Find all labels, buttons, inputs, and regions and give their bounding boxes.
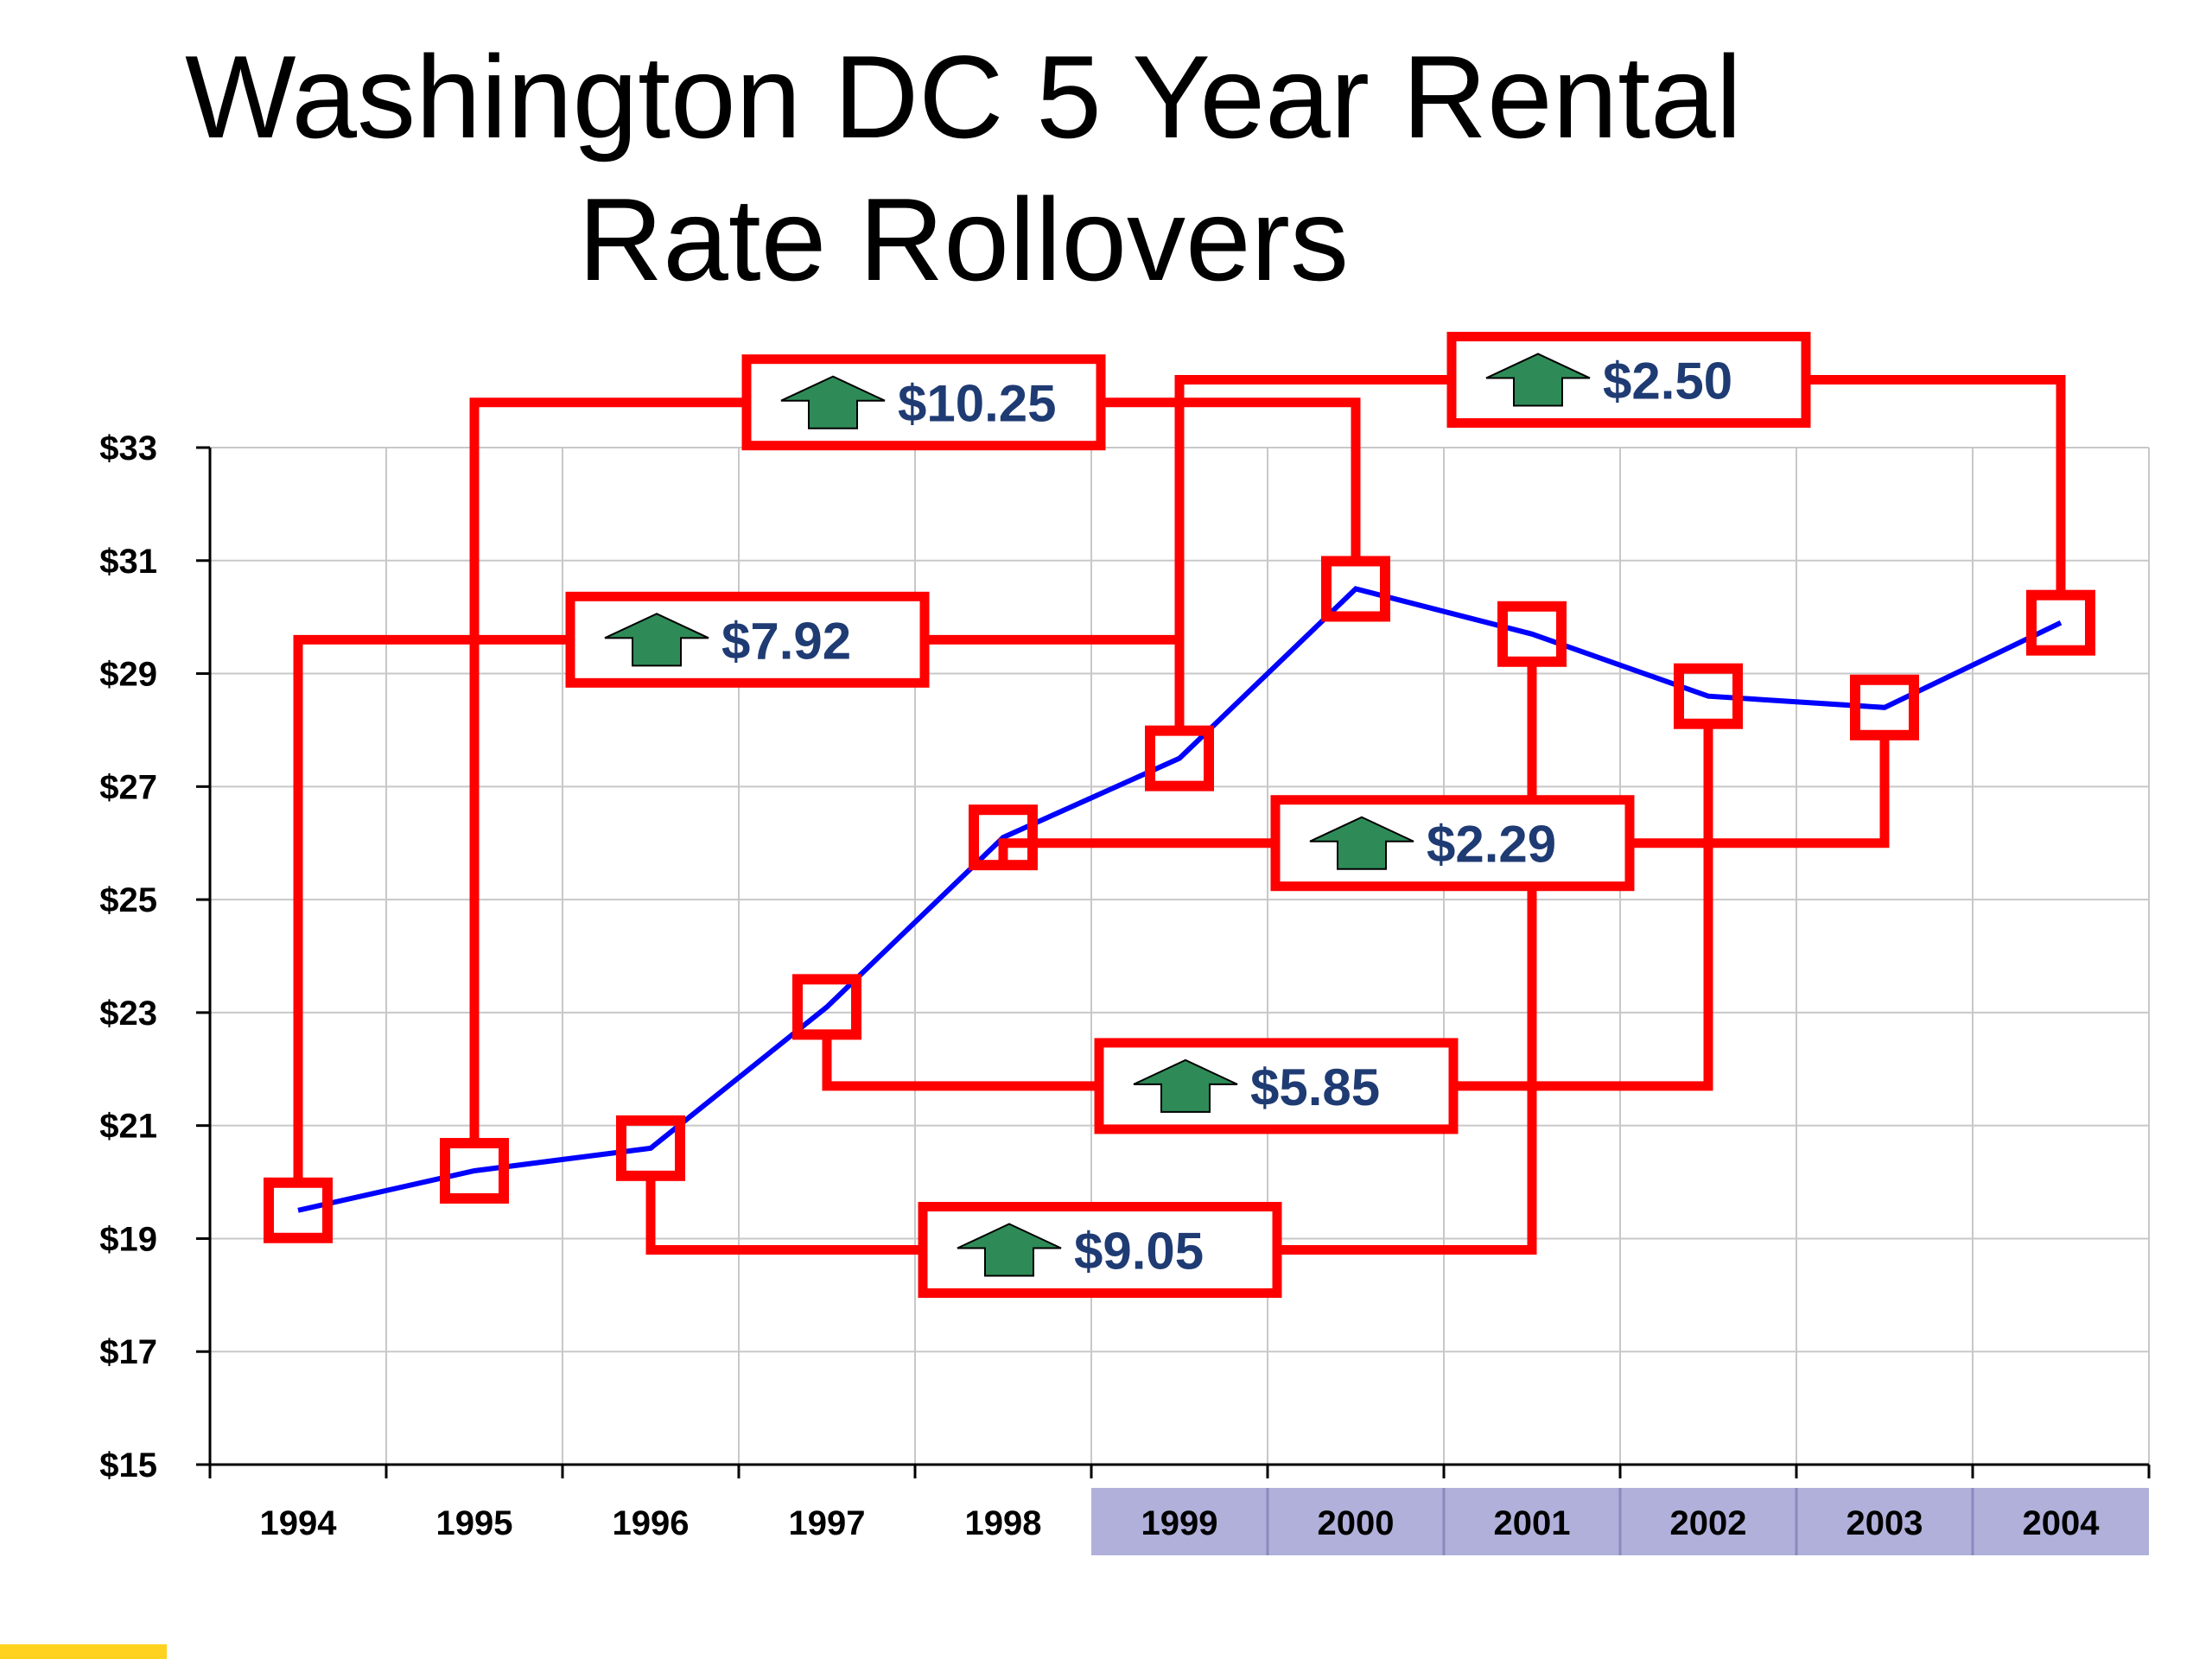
rollover-label-box: [918, 1202, 1282, 1299]
y-tick-label: $15: [99, 1446, 157, 1484]
highlight-band-group: [1091, 1488, 2149, 1555]
y-tick-label: $29: [99, 656, 157, 694]
rollover-label-box: [1270, 795, 1635, 892]
y-tick-label: $27: [99, 768, 157, 806]
rollover-label-box: [1094, 1038, 1459, 1135]
x-tick-label: 1999: [1141, 1504, 1218, 1542]
x-tick-label: 1996: [613, 1504, 690, 1542]
x-tick-label: 2004: [2023, 1504, 2101, 1542]
rollover-label-box: [1446, 332, 1811, 429]
rollover-change-label: $7.92: [721, 612, 851, 670]
rollover-callouts: $7.92 $10.25 $9.05 $5.85 $2.29 $2.50: [565, 332, 1811, 1299]
corner-accent-bar: [0, 1644, 167, 1659]
chart-title: Washington DC 5 Year Rental Rate Rollove…: [0, 26, 1927, 311]
x-tick-label: 1997: [789, 1504, 866, 1542]
series-line: [297, 586, 2063, 1213]
rollover-change-label: $10.25: [898, 375, 1057, 433]
title-line-1: Washington DC 5 Year Rental: [185, 31, 1742, 162]
rollover-change-label: $2.29: [1427, 816, 1556, 874]
rollover-label-box: [741, 354, 1106, 451]
x-tick-label: 1994: [260, 1504, 338, 1542]
x-tick-label: 2003: [1847, 1504, 1923, 1542]
rollover-label-box: [565, 591, 930, 688]
y-tick-label: $19: [99, 1220, 157, 1258]
axes: [196, 446, 2151, 1478]
rollover-change-label: $9.05: [1074, 1223, 1204, 1281]
rollover-change-label: $2.50: [1603, 353, 1732, 410]
rollover-change-label: $5.85: [1250, 1058, 1380, 1116]
up-arrow-icon: [957, 1223, 1062, 1277]
x-tick-label: 1998: [965, 1504, 1042, 1542]
y-tick-label: $25: [99, 881, 157, 919]
up-arrow-icon: [604, 613, 709, 667]
x-tick-label: 2001: [1494, 1504, 1571, 1542]
tick-labels: $15 $17 $19 $21 $23 $25 $27 $29 $31 $33 1994 1995 19…: [99, 429, 2100, 1542]
x-tick-label: 1995: [436, 1504, 513, 1542]
x-tick-label: 2002: [1670, 1504, 1747, 1542]
up-arrow-icon: [1133, 1058, 1238, 1113]
y-tick-label: $31: [99, 543, 157, 581]
y-tick-label: $17: [99, 1333, 157, 1371]
y-tick-label: $33: [99, 429, 157, 467]
up-arrow-icon: [780, 375, 886, 429]
y-tick-label: $21: [99, 1108, 157, 1146]
title-line-2: Rate Rollovers: [578, 174, 1349, 305]
up-arrow-icon: [1485, 353, 1591, 407]
x-tick-label: 2000: [1318, 1504, 1395, 1542]
up-arrow-icon: [1309, 816, 1414, 870]
y-tick-label: $23: [99, 995, 157, 1033]
